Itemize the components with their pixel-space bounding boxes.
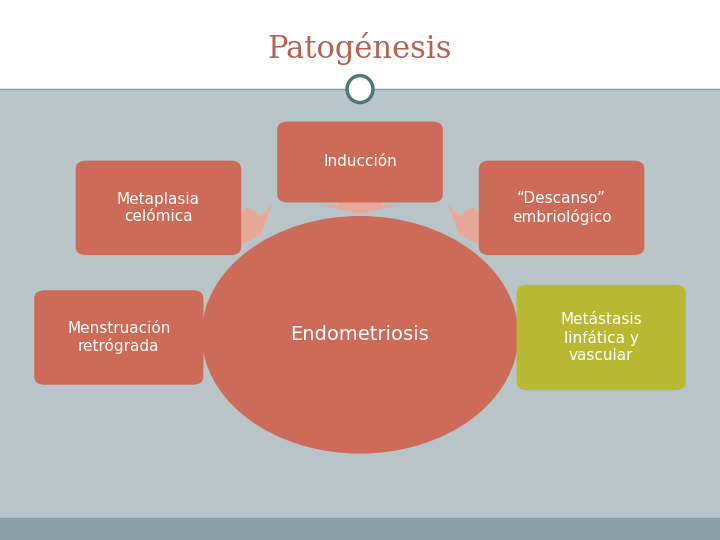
Bar [0,0,720,89]
Circle shape [202,216,518,454]
FancyBboxPatch shape [516,285,685,390]
Polygon shape [448,204,499,252]
Text: Patogénesis: Patogénesis [268,32,452,65]
Text: Menstruación
retrógrada: Menstruación retrógrada [67,321,171,354]
FancyBboxPatch shape [277,122,443,202]
Polygon shape [196,308,216,367]
Text: “Descanso”
embriológico: “Descanso” embriológico [512,191,611,225]
Text: Inducción: Inducción [323,154,397,170]
Bar [0,518,720,540]
Text: Metaplasia
celómica: Metaplasia celómica [117,192,200,224]
Polygon shape [504,308,524,367]
FancyBboxPatch shape [76,161,241,255]
Text: Metástasis
linfática y
vascular: Metástasis linfática y vascular [560,312,642,363]
FancyBboxPatch shape [35,291,203,384]
Text: Endometriosis: Endometriosis [291,325,429,345]
Bar [0,89,720,518]
FancyBboxPatch shape [479,161,644,255]
Polygon shape [320,195,400,213]
Polygon shape [221,204,272,252]
Ellipse shape [347,76,373,103]
